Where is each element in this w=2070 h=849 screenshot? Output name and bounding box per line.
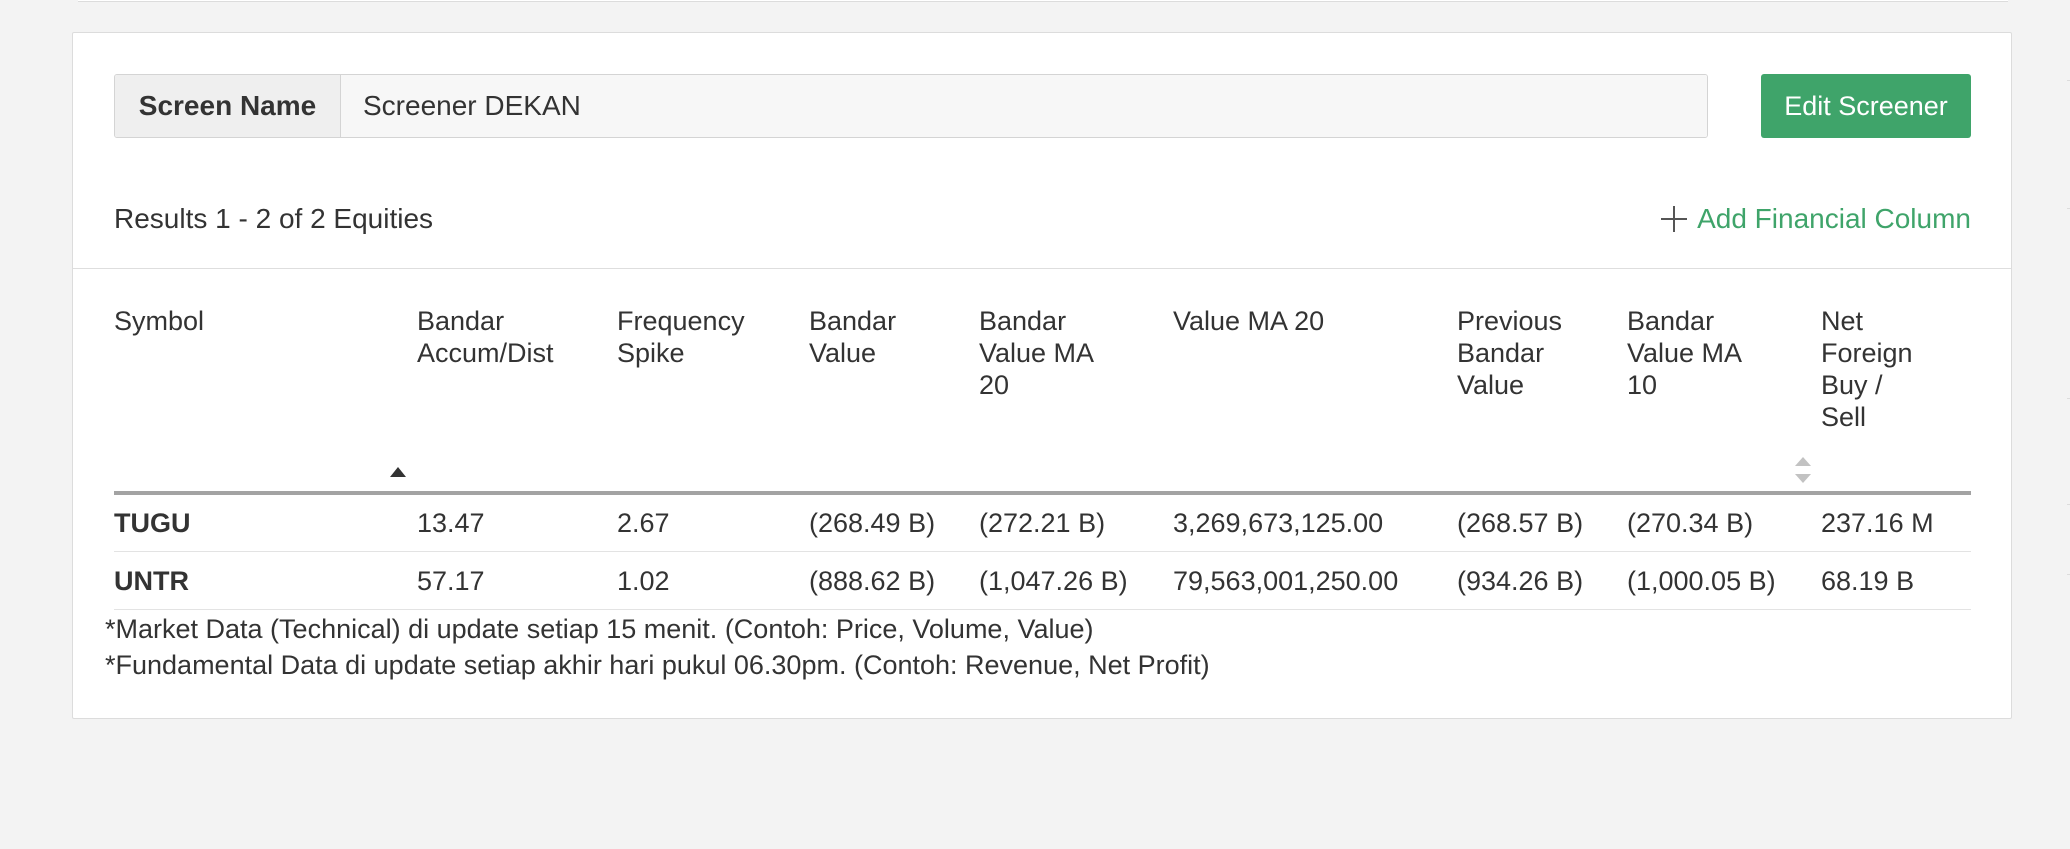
column-header-previous-bandar-value[interactable]: Previous Bandar Value <box>1457 305 1627 495</box>
footnotes: *Market Data (Technical) di update setia… <box>105 611 1210 683</box>
column-header-label: Frequency Spike <box>617 306 745 368</box>
cell-bandar-value: (888.62 B) <box>809 551 979 610</box>
cell-frequency-spike: 1.02 <box>617 551 809 610</box>
table-row[interactable]: UNTR 57.17 1.02 (888.62 B) (1,047.26 B) … <box>114 551 1971 610</box>
column-header-symbol[interactable]: Symbol <box>114 305 417 495</box>
screen-name-input[interactable] <box>341 75 1707 137</box>
column-header-frequency-spike[interactable]: Frequency Spike <box>617 305 809 495</box>
sort-ascending-icon[interactable] <box>390 467 406 477</box>
cell-symbol[interactable]: UNTR <box>114 551 417 610</box>
screener-card: Screen Name Edit Screener Results 1 - 2 … <box>72 32 2012 719</box>
column-header-value-ma-20[interactable]: Value MA 20 <box>1173 305 1457 495</box>
column-header-bandar-value-ma-20[interactable]: Bandar Value MA 20 <box>979 305 1173 495</box>
add-financial-column-label: Add Financial Column <box>1697 203 1971 234</box>
column-header-bandar-value-ma-10[interactable]: Bandar Value MA 10 <box>1627 305 1821 495</box>
column-header-label: Bandar Value MA 20 <box>979 306 1093 400</box>
column-header-bandar-value[interactable]: Bandar Value <box>809 305 979 495</box>
right-edge-panel <box>2067 0 2070 849</box>
column-header-label: Bandar Accum/Dist <box>417 306 554 368</box>
table-header-row: Symbol Bandar Accum/Dist Frequency Spike… <box>114 305 1971 495</box>
column-header-bandar-accum-dist[interactable]: Bandar Accum/Dist <box>417 305 617 495</box>
cell-bandar-value: (268.49 B) <box>809 493 979 552</box>
cell-net-foreign-buy-sell: 237.16 M <box>1821 493 1971 552</box>
results-summary: Results 1 - 2 of 2 Equities <box>114 203 434 234</box>
add-financial-column-button[interactable]: Add Financial Column <box>1661 203 1971 235</box>
screen-name-label: Screen Name <box>115 75 341 137</box>
results-table: Symbol Bandar Accum/Dist Frequency Spike… <box>114 305 1971 610</box>
cell-bandar-accum-dist: 13.47 <box>417 493 617 552</box>
column-header-label: Bandar Value MA 10 <box>1627 306 1741 400</box>
cell-bandar-value-ma-20: (1,047.26 B) <box>979 551 1173 610</box>
column-header-label: Symbol <box>114 306 205 336</box>
edit-screener-button[interactable]: Edit Screener <box>1761 74 1971 138</box>
cell-bandar-accum-dist: 57.17 <box>417 551 617 610</box>
previous-card-edge <box>78 0 2008 2</box>
cell-bandar-value-ma-10: (1,000.05 B) <box>1627 551 1821 610</box>
cell-previous-bandar-value: (268.57 B) <box>1457 493 1627 552</box>
column-header-label: Value MA 20 <box>1173 306 1325 336</box>
sort-unsorted-icon[interactable] <box>1795 457 1811 483</box>
cell-bandar-value-ma-10: (270.34 B) <box>1627 493 1821 552</box>
cell-net-foreign-buy-sell: 68.19 B <box>1821 551 1971 610</box>
footnote-fundamental-data: *Fundamental Data di update setiap akhir… <box>105 650 1210 680</box>
column-header-label: Bandar Value <box>809 306 897 368</box>
column-header-label: Previous Bandar Value <box>1457 306 1563 400</box>
table-row[interactable]: TUGU 13.47 2.67 (268.49 B) (272.21 B) 3,… <box>114 493 1971 552</box>
column-header-label: Net Foreign Buy / Sell <box>1821 306 1913 432</box>
plus-icon <box>1661 206 1688 232</box>
cell-value-ma-20: 79,563,001,250.00 <box>1173 551 1457 610</box>
cell-frequency-spike: 2.67 <box>617 493 809 552</box>
cell-bandar-value-ma-20: (272.21 B) <box>979 493 1173 552</box>
column-header-net-foreign-buy-sell[interactable]: Net Foreign Buy / Sell <box>1821 305 1971 495</box>
cell-symbol[interactable]: TUGU <box>114 493 417 552</box>
results-bar: Results 1 - 2 of 2 Equities Add Financia… <box>73 173 2011 269</box>
footnote-market-data: *Market Data (Technical) di update setia… <box>105 614 1094 644</box>
screen-name-group: Screen Name <box>114 74 1708 138</box>
cell-previous-bandar-value: (934.26 B) <box>1457 551 1627 610</box>
cell-value-ma-20: 3,269,673,125.00 <box>1173 493 1457 552</box>
